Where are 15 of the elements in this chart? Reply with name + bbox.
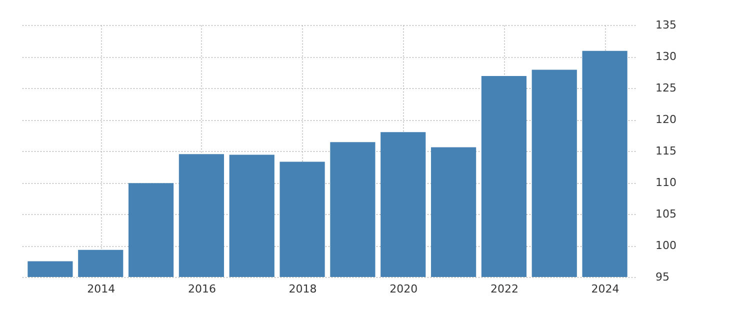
x-tick-label: 2018 — [288, 282, 317, 296]
y-tick-label: 125 — [656, 82, 676, 94]
y-tick-label: 120 — [656, 113, 676, 126]
y-tick-label: 95 — [656, 270, 670, 284]
x-tick-label: 2024 — [591, 282, 620, 296]
y-tick-label: 100 — [656, 239, 676, 252]
x-tick-label: 2014 — [87, 282, 116, 296]
y-tick-label: 115 — [656, 144, 676, 158]
x-tick-label: 2022 — [490, 282, 518, 296]
x-tick-label: 2016 — [188, 282, 216, 296]
y-tick-label: 130 — [656, 50, 676, 63]
x-tick-label: 2020 — [390, 282, 418, 296]
y-tick-label: 135 — [656, 18, 676, 32]
y-tick-label: 105 — [656, 208, 676, 220]
y-tick-label: 110 — [656, 176, 676, 189]
